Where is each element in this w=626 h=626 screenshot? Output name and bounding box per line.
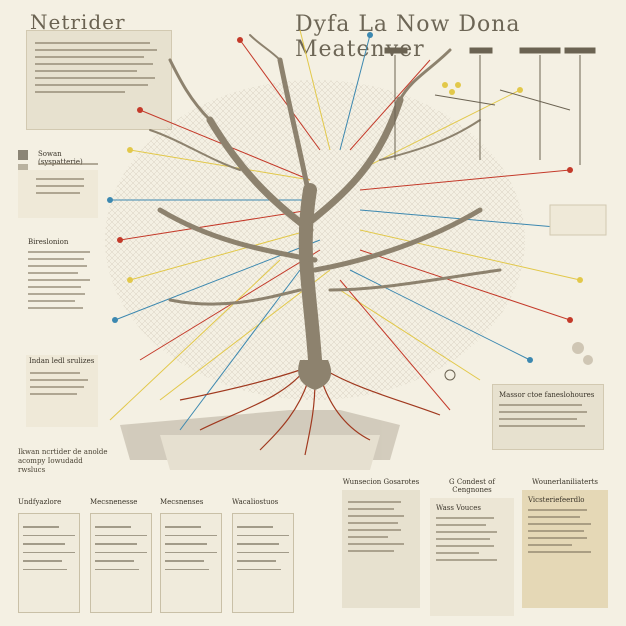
tree-diagram [105,30,607,470]
note-heading: Bireslonion [28,238,69,246]
bottom-column-3: Mecsnenses [160,498,222,613]
note-heading: Massor ctoe faneslohoures [499,391,595,399]
column-heading: Wacaliostuos [232,498,279,506]
right-note-panel: Massor ctoe faneslohoures [492,384,604,450]
right-panel-3: Wounerlaniliaterts Vicsteriefeerdlo [522,478,608,610]
legend-swatch [18,164,28,174]
column-box [90,513,152,613]
bottom-column-2: Mecsnenesse [90,498,152,613]
note-block-5: Ikwan ncrtider de anolde acompy Iowudadd… [18,448,108,474]
legend-swatch [18,150,28,160]
panel-heading: Wunsecion Gosarotes [342,478,420,486]
panel-heading: G Condest of Cengnones [449,478,495,494]
ground-slabs [120,410,400,470]
column-box [160,513,222,613]
label-card [549,204,607,236]
canopy-mesh [105,80,525,400]
right-panel-1: Wunsecion Gosarotes [342,478,420,610]
column-box [18,513,80,613]
right-panel-2: G Condest of Cengnones Wass Vouces [430,478,514,616]
tree-base [298,360,332,390]
schematic-columns [384,47,596,165]
note-block-4: Indan ledl srulizes [26,355,98,427]
note-block-2 [18,170,98,218]
column-box [232,513,294,613]
note-block-3: Bireslonion [28,238,90,314]
tree-branches [149,34,502,367]
column-heading: Undfyazlore [18,498,62,506]
column-heading: Mecsnenses [160,498,204,506]
panel-heading: Wounerlaniliaterts [532,478,598,486]
sub-panel-heading: Vicsteriefeerdlo [528,496,585,504]
column-heading: Mecsnenesse [90,498,138,506]
connector-lines [109,30,591,431]
note-heading: Sowan (syspatterie) [38,150,83,166]
note-heading: Indan ledl srulizes [29,357,95,365]
sub-panel-heading: Wass Vouces [436,504,481,512]
bottom-column-4: Wacaliostuos [232,498,294,613]
bottom-column-1: Undfyazlore [18,498,80,613]
